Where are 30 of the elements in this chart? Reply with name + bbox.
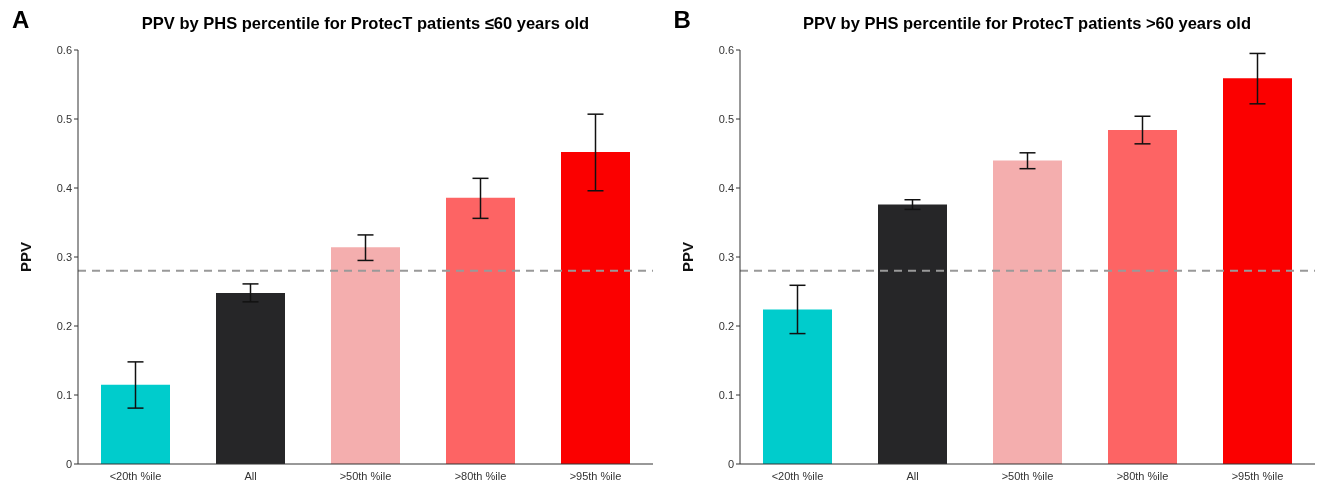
x-tick-label: >50th %ile [339,469,392,482]
y-tick-label: 0.6 [56,43,72,56]
y-axis-title: PPV [678,241,696,273]
y-tick-label: 0 [65,457,72,470]
y-tick-label: 0.5 [718,112,734,125]
y-tick-label: 0.1 [718,388,734,401]
y-tick-label: 0.2 [718,319,734,332]
x-tick-label: All [905,469,919,482]
x-tick-label: >80th %ile [454,469,507,482]
x-tick-label: <20th %ile [109,469,162,482]
chart-title: PPV by PHS percentile for ProtecT patients >60 years old [802,14,1252,33]
x-tick-label: >50th %ile [1001,469,1053,482]
text: A [12,6,30,34]
y-tick-label: 0.4 [56,181,72,194]
y-tick-label: 0.2 [56,319,72,332]
text: B [673,6,691,34]
chart-title: PPV by PHS percentile for ProtecT patients ≤60 years old [140,14,591,33]
y-tick-label: 0 [727,457,734,470]
x-tick-label: All [244,469,257,482]
y-tick-label: 0.5 [56,112,72,125]
x-tick-label: >95th %ile [1231,469,1283,482]
x-tick-label: <20th %ile [771,469,823,482]
x-tick-label: >95th %ile [569,469,622,482]
y-axis-title: PPV [17,241,35,273]
y-tick-label: 0.6 [718,43,734,56]
x-tick-label: >80th %ile [1116,469,1168,482]
y-tick-label: 0.1 [56,388,72,401]
y-tick-label: 0.3 [718,250,734,263]
y-tick-label: 0.4 [718,181,734,194]
y-tick-label: 0.3 [56,250,72,263]
